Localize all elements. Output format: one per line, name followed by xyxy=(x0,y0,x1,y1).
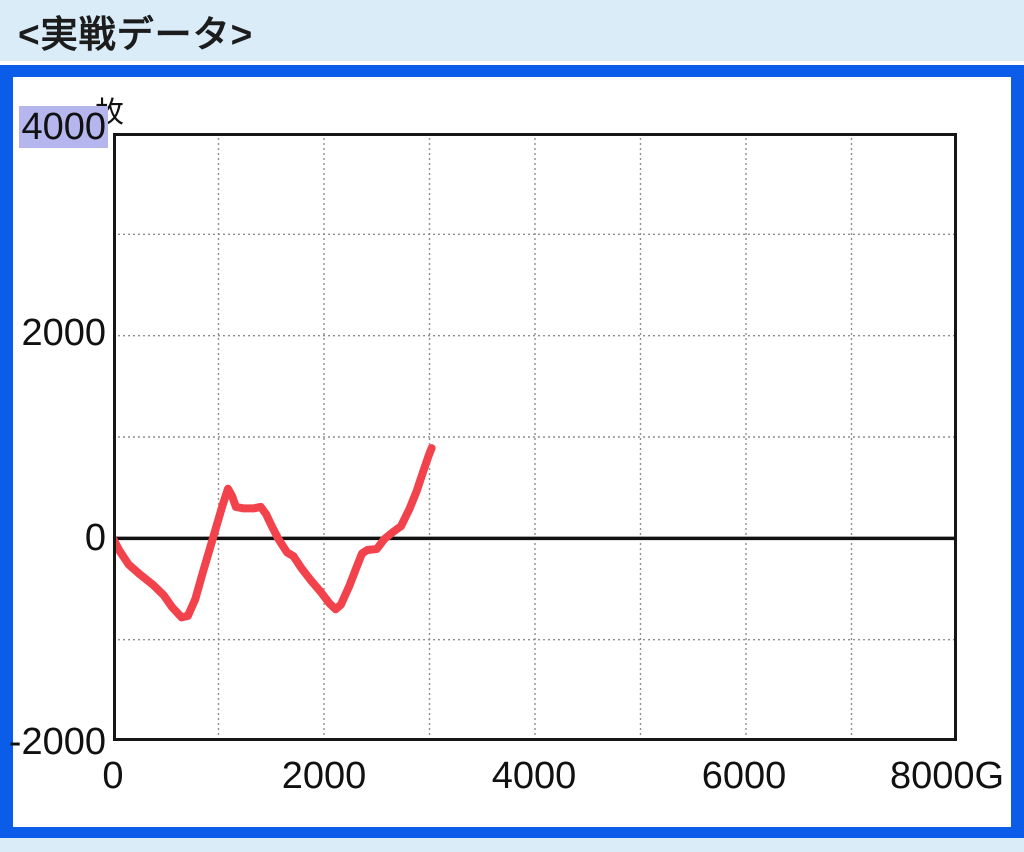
plot-border xyxy=(113,133,957,741)
y-tick-neg2000-text: -2000 xyxy=(8,721,106,763)
line-chart-svg xyxy=(113,133,957,741)
y-tick-label-0: 0 xyxy=(13,517,108,559)
chart-frame: 枚 4000 2000 0 -2000 0 2000 4000 6000 800… xyxy=(0,65,1024,838)
data-series-line xyxy=(113,444,436,622)
x-tick-label-4000: 4000 xyxy=(491,755,577,797)
y-tick-4000-highlighted-text: 4000 xyxy=(19,106,108,148)
chart-canvas: 枚 4000 2000 0 -2000 0 2000 4000 6000 800… xyxy=(9,77,1011,827)
x-tick-label-0: 0 xyxy=(102,755,124,797)
x-tick-label-2000: 2000 xyxy=(281,755,367,797)
x-tick-label-6000: 6000 xyxy=(701,755,787,797)
x-tick-label-8000g: 8000G xyxy=(889,755,1005,797)
page-title: <実戦データ> xyxy=(18,14,254,55)
page-header: <実戦データ> xyxy=(0,0,1024,65)
y-tick-label-neg2000: -2000 xyxy=(9,721,108,763)
y-tick-0-text: 0 xyxy=(84,517,106,559)
y-tick-2000-text: 2000 xyxy=(21,312,106,354)
y-tick-label-4000: 4000 xyxy=(13,106,108,148)
y-tick-label-2000: 2000 xyxy=(13,312,108,354)
